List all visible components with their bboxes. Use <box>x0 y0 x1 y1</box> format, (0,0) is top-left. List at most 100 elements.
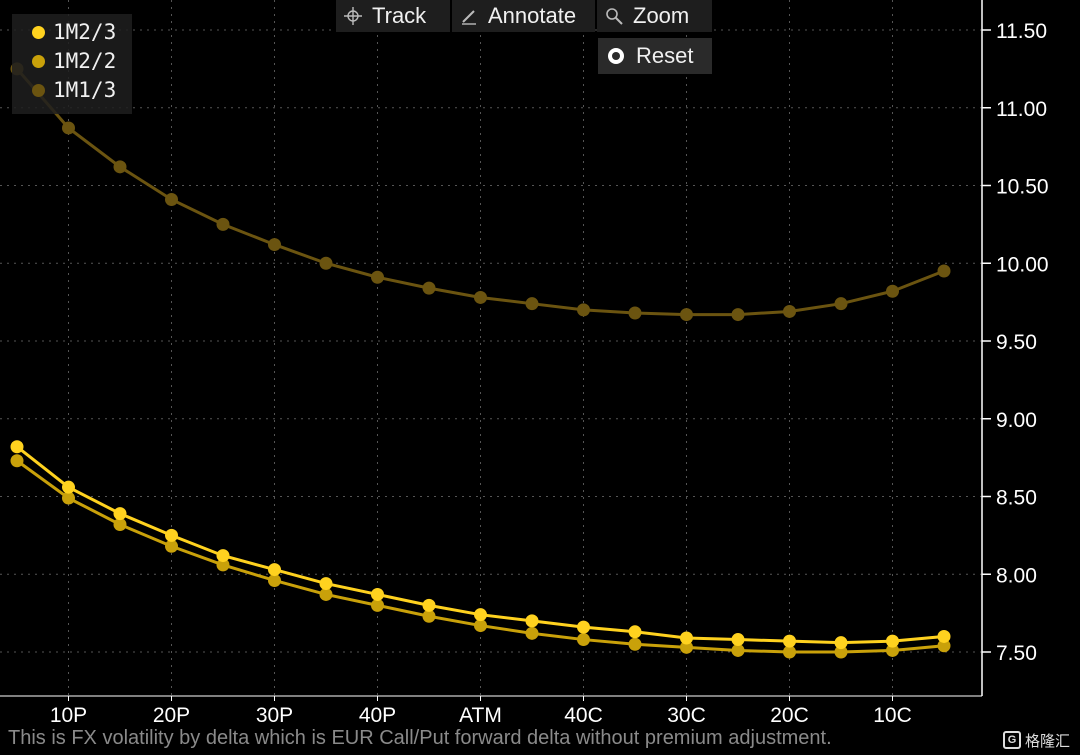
x-tick-label: 10P <box>50 704 87 727</box>
magnifier-icon <box>606 8 623 25</box>
legend-item-1m1-3[interactable]: 1M1/3 <box>12 76 116 104</box>
data-point-1m2-3 <box>680 631 693 645</box>
data-point-1m2-2 <box>216 558 230 572</box>
annotate-label: Annotate <box>488 3 577 28</box>
data-point-1m2-3 <box>113 507 127 521</box>
data-point-1m2-2 <box>731 643 745 657</box>
data-point-1m1-3 <box>834 297 848 311</box>
x-tick-label: 20P <box>153 704 190 727</box>
track-label: Track <box>372 3 427 28</box>
data-point-1m2-3 <box>937 629 951 643</box>
data-point-1m1-3 <box>577 303 590 317</box>
data-point-1m2-2 <box>937 639 951 653</box>
x-tick-label: 30P <box>256 704 293 727</box>
data-point-1m2-2 <box>268 573 281 587</box>
y-tick-label: 8.00 <box>996 564 1037 587</box>
data-point-1m1-3 <box>474 290 487 304</box>
legend: 1M2/3 1M2/2 1M1/3 <box>12 14 132 114</box>
data-point-1m2-2 <box>422 609 436 623</box>
data-point-1m2-3 <box>731 633 745 647</box>
data-point-1m2-2 <box>113 517 127 531</box>
series-1m1-3 <box>10 62 951 322</box>
data-point-1m1-3 <box>783 304 796 318</box>
data-point-1m2-3 <box>577 620 590 634</box>
watermark: G 格隆汇 <box>1003 728 1077 752</box>
reset-button[interactable]: Reset <box>598 38 712 74</box>
y-tick-label: 7.50 <box>996 642 1037 665</box>
data-point-1m1-3 <box>422 281 436 295</box>
grid <box>0 0 982 696</box>
watermark-logo-icon: G <box>1003 731 1021 749</box>
data-point-1m2-2 <box>834 645 848 659</box>
data-point-1m2-2 <box>371 598 384 612</box>
data-point-1m2-2 <box>525 626 539 640</box>
zoom-button[interactable]: Zoom <box>597 0 712 32</box>
data-point-1m2-3 <box>474 608 487 622</box>
data-point-1m2-2 <box>474 619 487 633</box>
series-1m2-2 <box>10 454 951 659</box>
data-point-1m2-3 <box>165 528 178 542</box>
x-tick-label: 40P <box>359 704 396 727</box>
legend-marker-icon <box>32 83 45 97</box>
data-point-1m1-3 <box>680 308 693 322</box>
data-point-1m2-3 <box>371 587 384 601</box>
y-tick-label: 10.50 <box>996 176 1049 199</box>
data-point-1m2-3 <box>422 598 436 612</box>
data-point-1m2-2 <box>319 587 333 601</box>
data-point-1m2-3 <box>10 440 24 454</box>
data-point-1m2-3 <box>628 625 642 639</box>
x-tick-label: 30C <box>667 704 706 727</box>
data-point-1m1-3 <box>113 160 127 174</box>
data-point-1m1-3 <box>628 306 642 320</box>
legend-label: 1M1/3 <box>53 78 117 102</box>
legend-marker-icon <box>32 25 45 39</box>
y-tick-label: 9.00 <box>996 409 1037 432</box>
legend-item-1m2-2[interactable]: 1M2/2 <box>12 47 116 75</box>
footer-note: This is FX volatility by delta which is … <box>8 727 832 749</box>
data-point-1m1-3 <box>62 121 75 135</box>
data-point-1m1-3 <box>937 264 951 278</box>
y-axis-ticks: 7.50 8.00 8.50 9.00 9.50 10.00 10.50 11.00 11.50 <box>982 20 1049 665</box>
data-point-1m2-2 <box>680 640 693 654</box>
x-axis-ticks: 10P 20P 30P 40P ATM 40C 30C 20C 10C <box>50 696 912 727</box>
data-point-1m1-3 <box>731 308 745 322</box>
data-point-1m2-3 <box>216 549 230 563</box>
data-point-1m2-2 <box>628 637 642 651</box>
legend-label: 1M2/3 <box>53 20 117 44</box>
track-button[interactable]: Track <box>336 0 450 32</box>
legend-marker-icon <box>32 54 45 68</box>
data-point-1m2-2 <box>165 539 178 553</box>
x-tick-label: ATM <box>459 704 502 727</box>
data-point-1m2-2 <box>62 491 75 505</box>
series-1m2-3 <box>10 440 951 650</box>
data-point-1m2-3 <box>319 577 333 591</box>
data-point-1m2-3 <box>268 563 281 577</box>
y-tick-label: 9.50 <box>996 331 1037 354</box>
data-point-1m2-3 <box>783 634 796 648</box>
data-point-1m2-2 <box>886 643 899 657</box>
data-point-1m2-2 <box>10 454 24 468</box>
legend-item-1m2-3[interactable]: 1M2/3 <box>12 18 116 46</box>
pencil-icon <box>462 10 476 25</box>
zoom-label: Zoom <box>633 3 690 28</box>
data-point-1m1-3 <box>165 192 178 206</box>
data-point-1m2-3 <box>886 634 899 648</box>
reset-label: Reset <box>636 43 694 68</box>
annotate-button[interactable]: Annotate <box>452 0 595 32</box>
data-point-1m2-3 <box>525 614 539 628</box>
data-point-1m2-2 <box>783 645 796 659</box>
data-point-1m2-2 <box>577 633 590 647</box>
x-tick-label: 40C <box>564 704 603 727</box>
x-tick-label: 20C <box>770 704 809 727</box>
data-point-1m1-3 <box>268 238 281 252</box>
crosshair-icon <box>344 7 362 25</box>
data-point-1m2-3 <box>834 636 848 650</box>
y-tick-label: 8.50 <box>996 487 1037 510</box>
y-tick-label: 10.00 <box>996 253 1049 276</box>
legend-label: 1M2/2 <box>53 49 117 73</box>
data-point-1m1-3 <box>319 256 333 270</box>
series-layer <box>10 62 951 659</box>
data-point-1m1-3 <box>886 284 899 298</box>
data-point-1m1-3 <box>216 217 230 231</box>
